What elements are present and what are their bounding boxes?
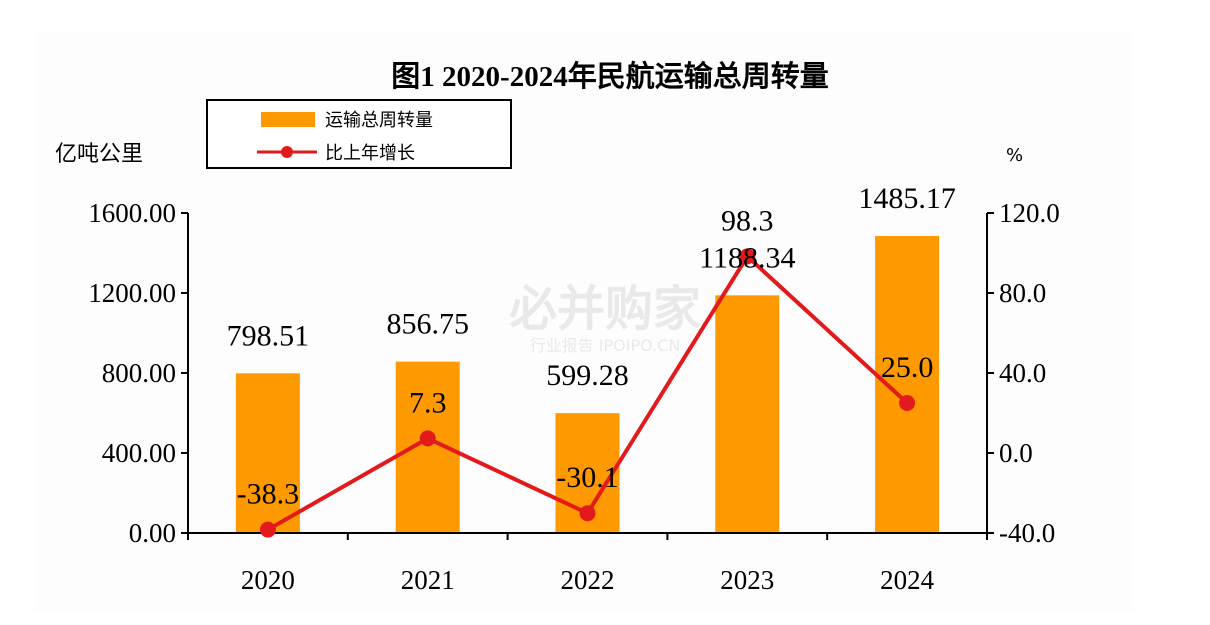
growth-point-2023 <box>739 248 756 265</box>
right-tick-label: 80.0 <box>999 278 1046 308</box>
growth-value-label-2022: -30.1 <box>556 461 619 494</box>
right-axis-unit: % <box>1006 145 1023 166</box>
bar-value-label-2022: 599.28 <box>546 359 629 392</box>
right-tick-label: 120.0 <box>999 198 1060 228</box>
growth-point-2020 <box>259 521 276 538</box>
bar-2020 <box>235 373 300 533</box>
growth-point-2022 <box>579 505 596 522</box>
watermark-sub: 行业报告 IPOIPO.CN <box>530 336 681 355</box>
growth-point-2021 <box>419 430 436 447</box>
bar-2023 <box>715 295 780 533</box>
x-tick-label-2024: 2024 <box>880 565 935 595</box>
legend-bar-swatch <box>261 112 315 127</box>
chart-frame: 图1 2020-2024年民航运输总周转量 运输总周转量 比上年增长 亿吨公里 … <box>35 33 1133 611</box>
x-tick-label-2023: 2023 <box>720 565 774 595</box>
left-tick-label: 800.00 <box>102 358 176 388</box>
watermark: 必并购家 行业报告 IPOIPO.CN <box>509 281 701 355</box>
right-tick-label: 40.0 <box>999 358 1046 388</box>
chart-title: 图1 2020-2024年民航运输总周转量 <box>391 59 828 93</box>
growth-value-label-2021: 7.3 <box>409 386 447 419</box>
right-tick-label: -40.0 <box>999 518 1055 548</box>
labels-layer: 798.51 856.75 599.28 1188.34 1485.17 -38.3 7.3… <box>227 182 956 511</box>
bar-value-label-2024: 1485.17 <box>858 182 956 215</box>
left-tick-label: 400.00 <box>102 438 176 468</box>
legend-line-marker <box>281 146 293 158</box>
legend-bar-label: 运输总周转量 <box>325 110 433 131</box>
right-tick-label: 0.0 <box>999 438 1033 468</box>
left-tick-label: 1200.00 <box>88 278 176 308</box>
bar-value-label-2020: 798.51 <box>227 319 310 352</box>
legend-box <box>206 99 512 169</box>
legend-line-label: 比上年增长 <box>325 143 415 164</box>
axes-layer: 0.00 400.00 800.00 1200.00 1600.00 -40.0 0.0 40… <box>88 198 1060 595</box>
watermark-main: 必并购家 <box>509 281 701 337</box>
x-tick-label-2022: 2022 <box>561 565 615 595</box>
growth-value-label-2023: 98.3 <box>721 204 774 237</box>
x-tick-label-2020: 2020 <box>241 565 295 595</box>
bar-value-label-2021: 856.75 <box>386 308 469 341</box>
line-layer <box>259 248 916 538</box>
bar-value-label-2023: 1188.34 <box>699 241 795 274</box>
growth-point-2024 <box>899 395 916 411</box>
left-axis-unit: 亿吨公里 <box>55 142 143 167</box>
x-tick-label-2021: 2021 <box>401 565 455 595</box>
growth-value-label-2020: -38.3 <box>237 478 300 511</box>
left-tick-label: 0.00 <box>129 518 176 548</box>
chart-svg: 图1 2020-2024年民航运输总周转量 运输总周转量 比上年增长 亿吨公里 … <box>55 59 1060 595</box>
bars-layer <box>235 235 940 533</box>
left-tick-label: 1600.00 <box>88 198 176 228</box>
growth-value-label-2024: 25.0 <box>881 351 934 384</box>
legend: 运输总周转量 比上年增长 <box>206 99 512 169</box>
